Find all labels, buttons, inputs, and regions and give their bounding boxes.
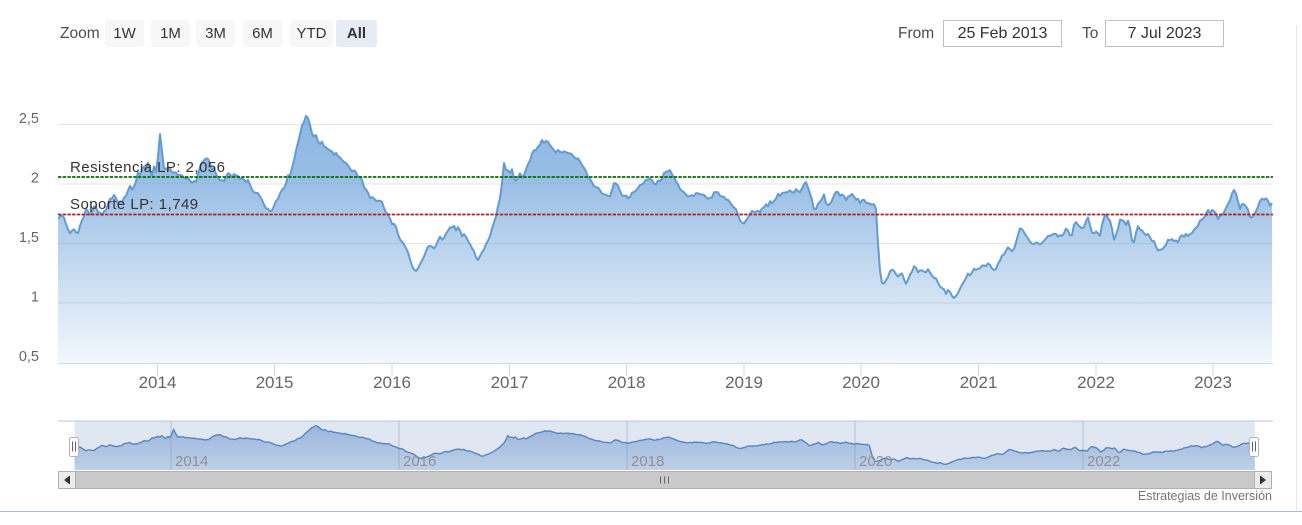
svg-text:2020: 2020 xyxy=(859,453,892,470)
svg-text:2017: 2017 xyxy=(491,373,529,392)
svg-text:2015: 2015 xyxy=(256,373,294,392)
svg-text:2018: 2018 xyxy=(631,453,664,470)
svg-text:1: 1 xyxy=(31,290,39,306)
svg-text:2023: 2023 xyxy=(1194,373,1232,392)
svg-text:Soporte LP: 1,749: Soporte LP: 1,749 xyxy=(70,196,199,213)
svg-text:2022: 2022 xyxy=(1077,373,1115,392)
svg-text:2022: 2022 xyxy=(1087,453,1120,470)
svg-text:1,5: 1,5 xyxy=(19,230,39,246)
svg-text:2014: 2014 xyxy=(175,453,208,470)
svg-text:2016: 2016 xyxy=(373,373,411,392)
svg-text:2016: 2016 xyxy=(403,453,436,470)
svg-text:Estrategias de Inversión: Estrategias de Inversión xyxy=(1138,489,1272,503)
svg-text:0,5: 0,5 xyxy=(19,349,39,365)
svg-text:2,5: 2,5 xyxy=(19,111,39,127)
svg-text:2018: 2018 xyxy=(608,373,646,392)
svg-text:2021: 2021 xyxy=(960,373,998,392)
svg-text:2014: 2014 xyxy=(139,373,177,392)
svg-text:2019: 2019 xyxy=(725,373,763,392)
svg-text:2020: 2020 xyxy=(842,373,880,392)
svg-text:2: 2 xyxy=(31,171,39,187)
svg-text:Resistencia LP: 2,056: Resistencia LP: 2,056 xyxy=(70,159,225,176)
